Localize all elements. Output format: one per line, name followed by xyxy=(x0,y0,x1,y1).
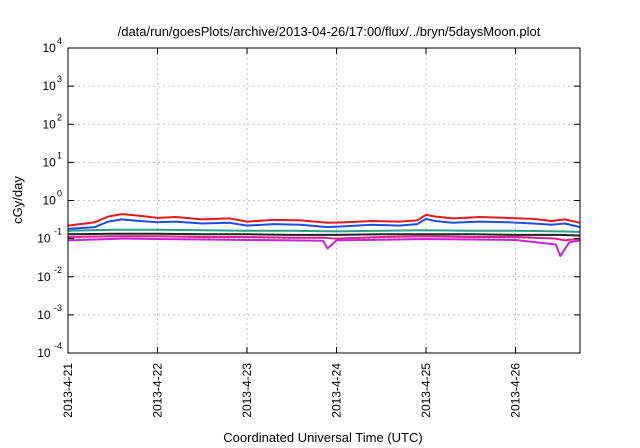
x-axis-label: Coordinated Universal Time (UTC) xyxy=(223,430,422,445)
x-tick-label: 2013-4-23 xyxy=(240,363,254,418)
y-tick-label: 310 xyxy=(42,74,62,93)
series-line-3 xyxy=(67,228,581,233)
series-line-2 xyxy=(67,217,581,230)
y-tick-base: 10 xyxy=(42,194,56,208)
y-tick-base: 10 xyxy=(37,232,51,246)
y-tick-label: -410 xyxy=(37,341,62,360)
y-tick-exponent: 4 xyxy=(57,36,62,46)
y-axis-label: cGy/day xyxy=(10,176,25,224)
grid xyxy=(68,48,580,353)
y-tick-exponent: -1 xyxy=(54,227,62,237)
series-layer xyxy=(67,213,581,257)
y-tick-exponent: -2 xyxy=(54,265,62,275)
y-tick-base: 10 xyxy=(37,270,51,284)
y-tick-base: 10 xyxy=(42,155,56,169)
y-tick-base: 10 xyxy=(42,79,56,93)
y-tick-label: 410 xyxy=(42,36,62,55)
y-tick-label: 110 xyxy=(42,150,62,169)
series-line-6 xyxy=(67,237,581,257)
series-line-4 xyxy=(67,232,581,237)
chart-title: /data/run/goesPlots/archive/2013-04-26/1… xyxy=(118,24,541,39)
y-tick-exponent: 0 xyxy=(57,189,62,199)
y-tick-label: -310 xyxy=(37,303,62,322)
x-tick-label: 2013-4-25 xyxy=(419,363,433,418)
y-tick-exponent: -4 xyxy=(54,341,62,351)
y-tick-exponent: 3 xyxy=(57,74,62,84)
y-tick-exponent: -3 xyxy=(54,303,62,313)
y-tick-label: 210 xyxy=(42,112,62,131)
x-axis: 2013-4-21 2013-4-22 2013-4-23 2013-4-24 2013… xyxy=(61,48,523,418)
y-tick-exponent: 1 xyxy=(57,150,62,160)
x-tick-label: 2013-4-22 xyxy=(151,363,165,418)
y-tick-exponent: 2 xyxy=(57,112,62,122)
y-tick-base: 10 xyxy=(42,41,56,55)
y-tick-label: -210 xyxy=(37,265,62,284)
x-tick-label: 2013-4-24 xyxy=(330,363,344,418)
y-tick-label: 010 xyxy=(42,189,62,208)
y-tick-base: 10 xyxy=(37,308,51,322)
y-tick-base: 10 xyxy=(37,346,51,360)
series-line-1 xyxy=(67,213,581,227)
x-tick-label: 2013-4-26 xyxy=(509,363,523,418)
series-line-5 xyxy=(67,235,581,242)
y-tick-base: 10 xyxy=(42,117,56,131)
x-tick-label: 2013-4-21 xyxy=(61,363,75,418)
y-tick-label: -110 xyxy=(37,227,62,246)
